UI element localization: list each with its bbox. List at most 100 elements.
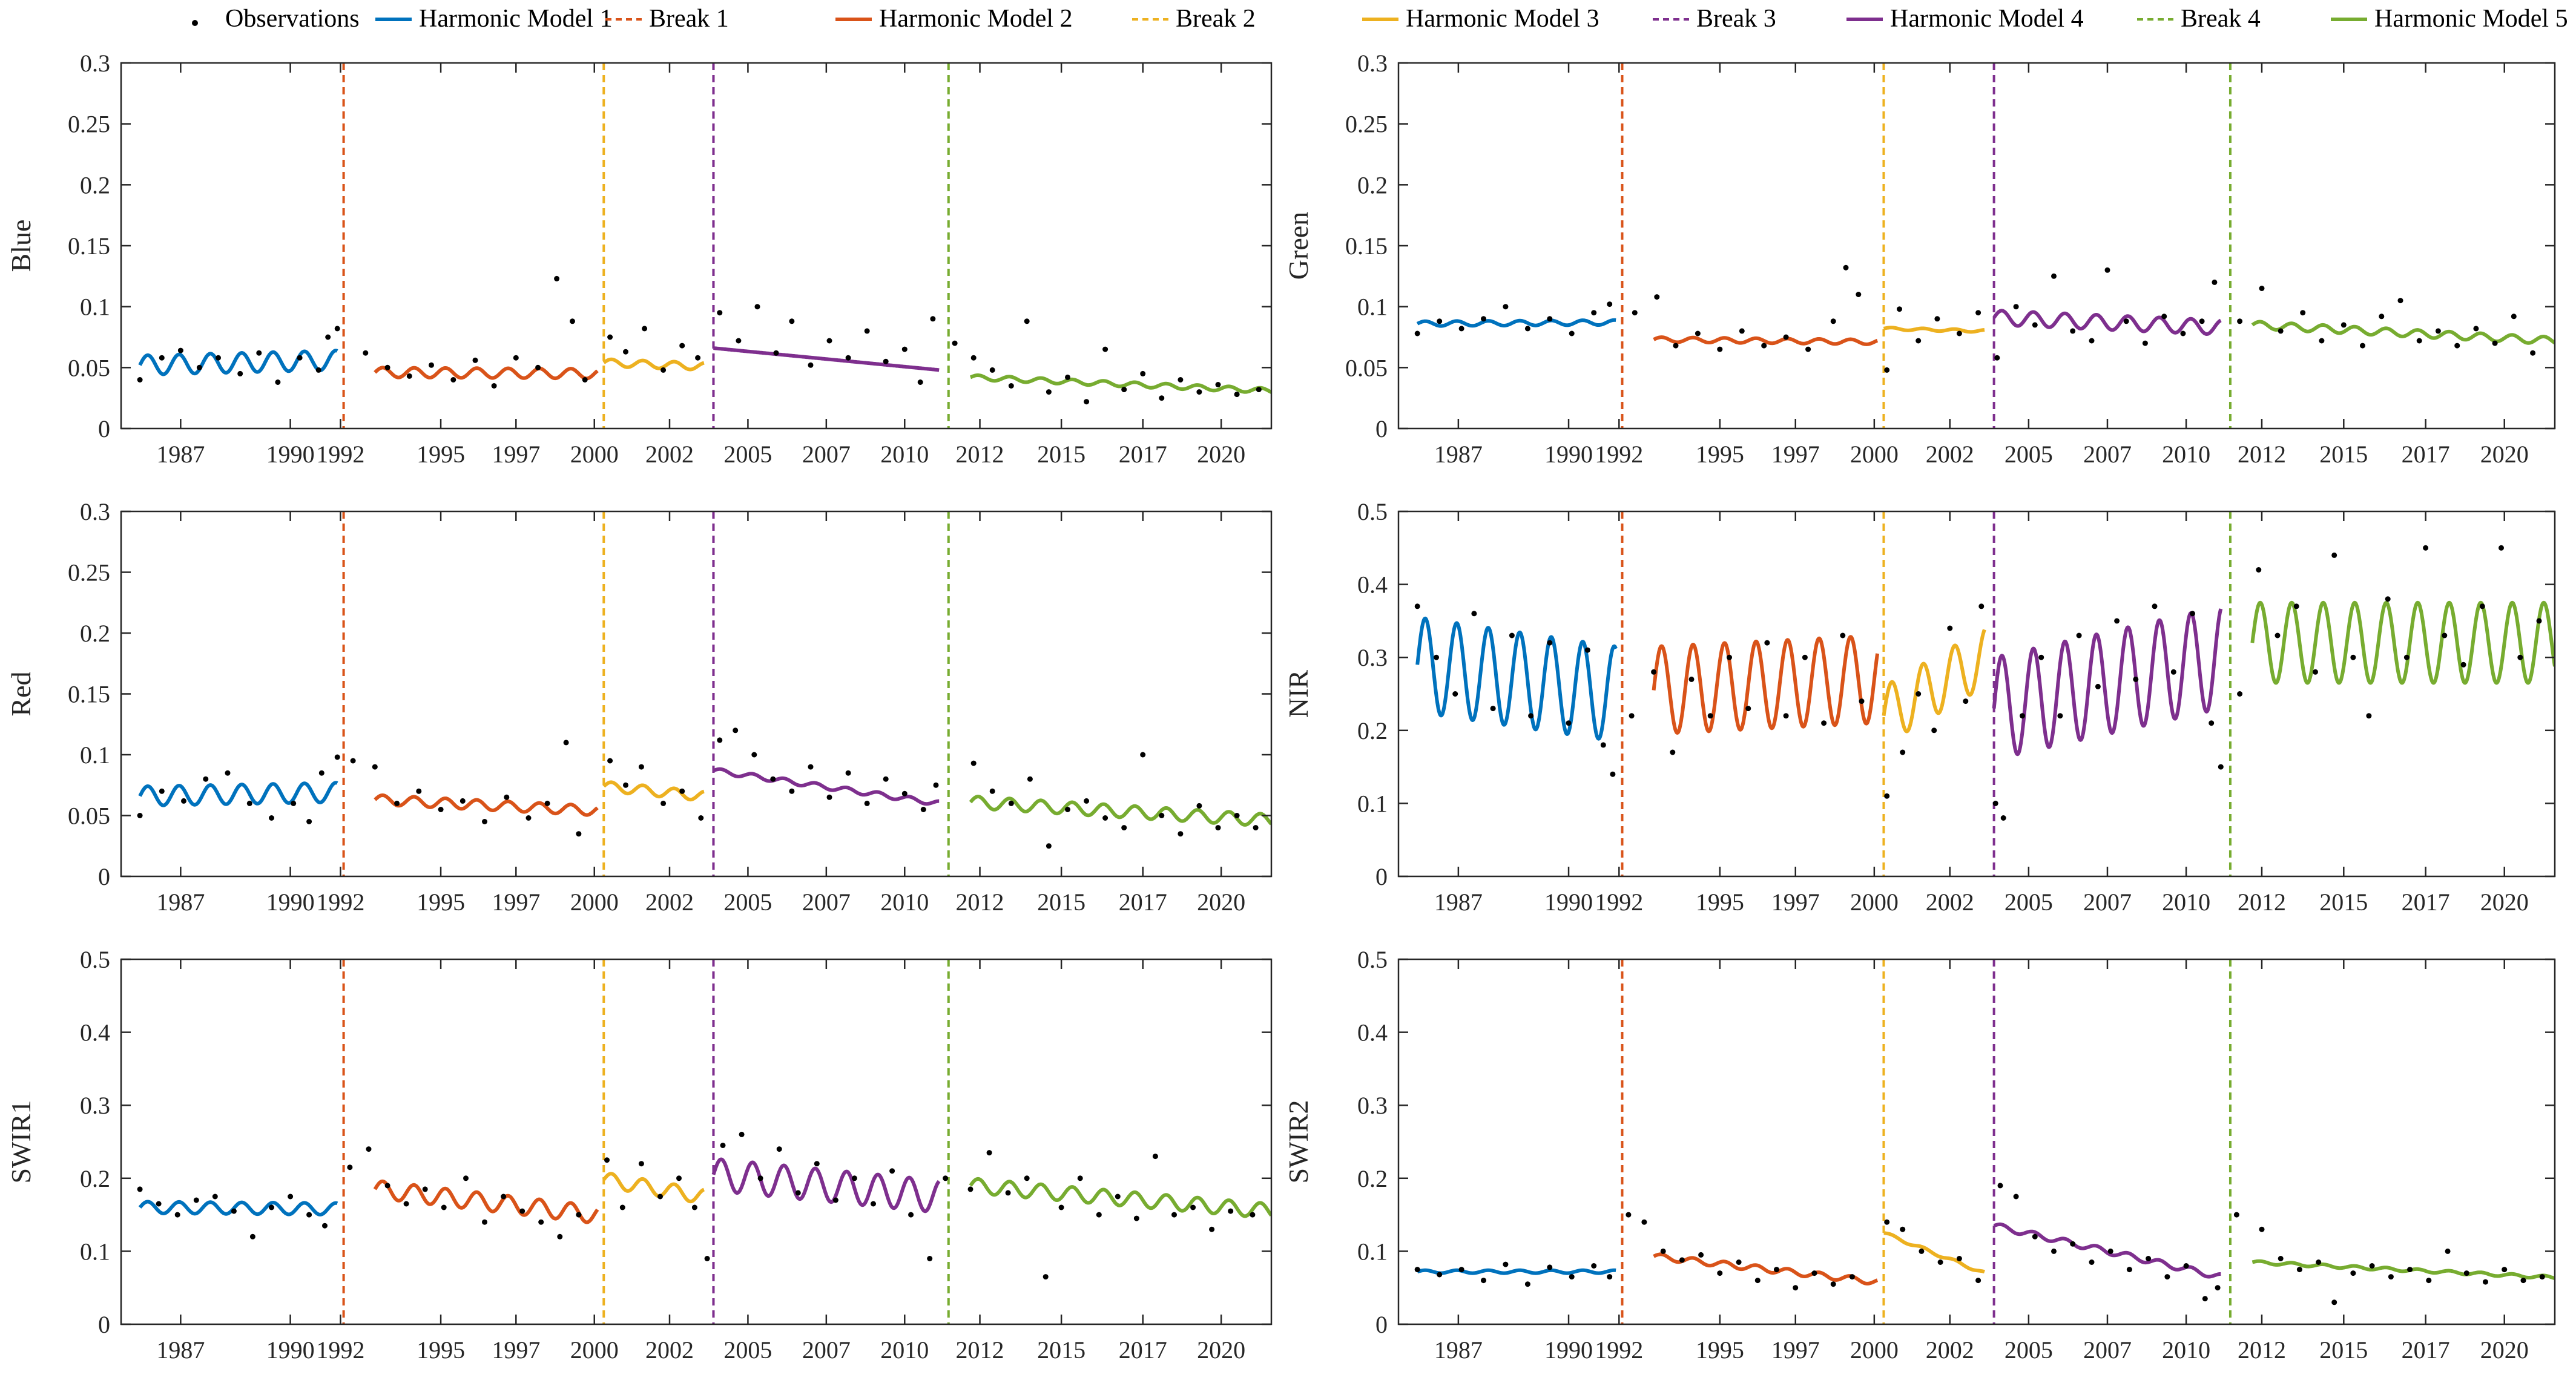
x-tick-label: 1997 (492, 888, 540, 916)
x-tick-label: 2012 (956, 441, 1004, 468)
observation-point (1196, 389, 1202, 395)
observation-point (538, 1219, 544, 1225)
observation-point (582, 377, 588, 383)
harmonic-model-line (969, 1177, 1271, 1218)
observation-point (845, 355, 851, 361)
observation-point (607, 758, 613, 764)
observation-point (1437, 1272, 1443, 1278)
chart-panel: 0 0.1 0.2 0.3 0.4 0.5 1987 1990 1992 1995 1997 2000… (1283, 946, 2556, 1364)
observation-point (814, 1161, 820, 1167)
observation-point (2463, 1270, 2469, 1276)
observation-point (704, 1256, 710, 1261)
observation-point (2520, 1278, 2526, 1284)
x-tick-label: 2007 (802, 441, 851, 468)
x-tick-label: 1987 (156, 1336, 205, 1364)
observation-point (570, 318, 575, 324)
observation-point (657, 1194, 663, 1200)
y-tick-label: 0.4 (1357, 571, 1388, 599)
observation-point (137, 813, 143, 818)
x-tick-label: 2012 (2238, 1336, 2286, 1364)
y-axis-label: Red (5, 671, 36, 716)
x-tick-label: 2010 (2162, 441, 2210, 468)
plot-content (137, 63, 1271, 429)
observation-point (770, 776, 776, 782)
observation-point (1745, 706, 1751, 712)
observation-point (623, 349, 628, 355)
legend-marker (192, 20, 198, 26)
observation-point (1102, 346, 1108, 352)
observation-point (372, 764, 378, 770)
observation-point (757, 1175, 763, 1181)
observation-point (789, 788, 795, 794)
observation-point (156, 1201, 162, 1207)
observation-point (2199, 318, 2205, 324)
y-tick-label: 0.2 (80, 1165, 110, 1192)
x-tick-label: 2005 (2004, 1336, 2053, 1364)
legend-label: Harmonic Model 1 (419, 5, 613, 33)
observation-point (318, 770, 324, 776)
y-axis-label: Blue (5, 220, 36, 272)
y-tick-label: 0.1 (80, 294, 110, 321)
y-tick-label: 0 (1375, 1311, 1388, 1338)
harmonic-model-line (373, 1179, 599, 1224)
legend-label: Harmonic Model 4 (1890, 5, 2084, 33)
observation-point (1641, 1219, 1647, 1225)
observation-point (2070, 1241, 2076, 1247)
observation-point (2296, 1267, 2302, 1273)
harmonic-model-line (602, 357, 706, 372)
observation-point (1437, 318, 1443, 324)
observation-point (315, 367, 321, 373)
observation-point (1434, 654, 1439, 660)
x-tick-label: 2020 (2480, 441, 2529, 468)
legend-label: Harmonic Model 3 (1406, 5, 1599, 33)
observation-point (751, 752, 757, 758)
observation-point (2259, 286, 2265, 291)
observation-point (2202, 1296, 2208, 1302)
x-tick-label: 2015 (2319, 1336, 2368, 1364)
observation-point (1695, 330, 1701, 337)
observation-point (177, 347, 183, 353)
observation-point (203, 776, 209, 782)
plot-area (121, 511, 1271, 876)
harmonic-model-line (374, 366, 599, 381)
observation-point (1178, 831, 1184, 837)
observation-point (2479, 603, 2485, 609)
observation-point (1196, 803, 1202, 809)
observation-point (901, 790, 908, 796)
observation-point (216, 355, 221, 361)
observation-point (525, 815, 532, 821)
observation-point (1024, 318, 1030, 324)
observation-point (1884, 367, 1890, 373)
observation-point (350, 758, 356, 764)
y-tick-label: 0.3 (1357, 50, 1388, 77)
harmonic-model-line (602, 1172, 706, 1204)
y-tick-label: 0.15 (1345, 232, 1388, 260)
observation-point (2416, 338, 2422, 344)
observation-point (1152, 1154, 1158, 1160)
y-tick-label: 0.2 (80, 620, 110, 647)
observation-point (535, 364, 541, 370)
observation-point (297, 355, 303, 361)
observation-point (1096, 1212, 1102, 1218)
harmonic-model-line (138, 1200, 339, 1217)
observation-point (1503, 1261, 1509, 1267)
observation-point (1900, 1226, 1906, 1232)
observation-point (720, 1143, 726, 1148)
observation-point (2089, 338, 2095, 344)
observation-point (864, 328, 870, 334)
observation-point (2530, 350, 2536, 356)
observation-point (2114, 618, 2120, 624)
observation-point (1159, 813, 1165, 818)
observation-point (1956, 1256, 1962, 1261)
observation-point (1978, 603, 1985, 609)
legend-label: Harmonic Model 5 (2374, 5, 2568, 33)
observation-point (920, 807, 926, 812)
observation-point (472, 357, 478, 363)
observation-point (1802, 654, 1808, 660)
x-tick-label: 2015 (1037, 441, 1085, 468)
observation-point (933, 782, 939, 788)
y-tick-label: 0.5 (1357, 946, 1388, 973)
observation-point (1458, 1267, 1464, 1273)
x-tick-label: 2020 (1197, 888, 1245, 916)
observation-point (2218, 764, 2224, 770)
